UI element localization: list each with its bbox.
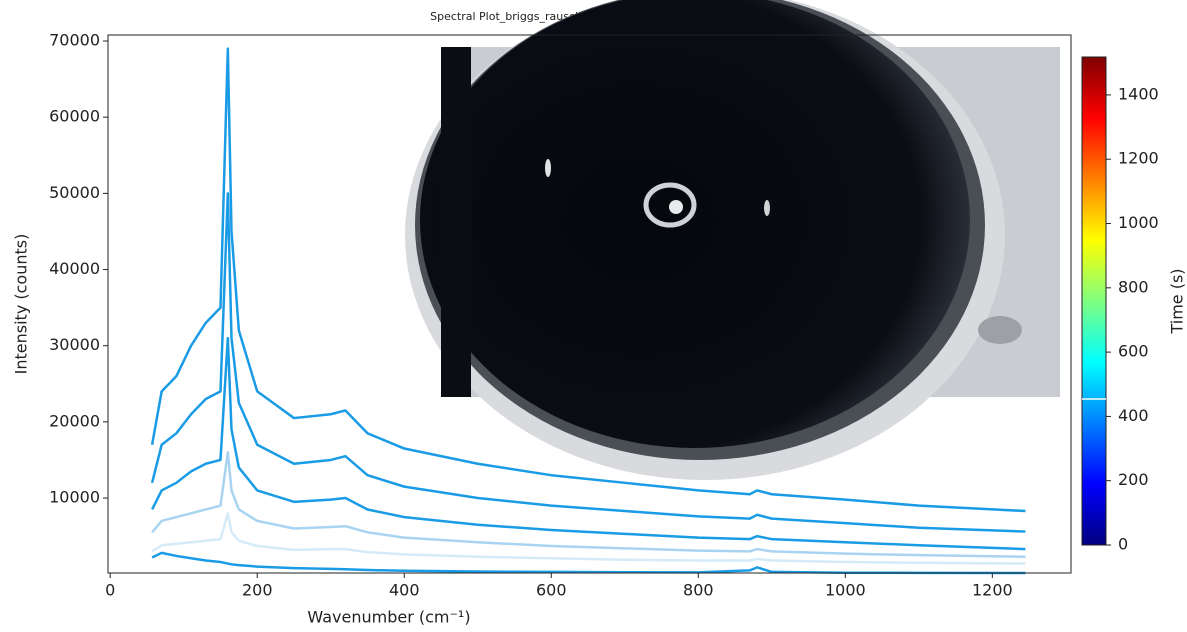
y-tick-label: 20000 bbox=[49, 411, 100, 430]
colorbar-tick-label: 800 bbox=[1118, 277, 1149, 296]
plot-frame bbox=[107, 34, 1072, 574]
colorbar-tick-label: 1400 bbox=[1118, 84, 1159, 103]
y-tick-label: 10000 bbox=[49, 488, 100, 507]
spectrum-line bbox=[151, 512, 1026, 565]
colorbar-tick-label: 0 bbox=[1118, 535, 1128, 554]
spectrum-line bbox=[150, 192, 1026, 533]
spectrum-line bbox=[150, 47, 1026, 513]
y-tick-label: 40000 bbox=[49, 259, 100, 278]
y-tick-label: 30000 bbox=[49, 335, 100, 354]
spectrum-line bbox=[151, 551, 1026, 575]
x-tick-label: 200 bbox=[242, 581, 273, 600]
colorbar-tick-label: 400 bbox=[1118, 406, 1149, 425]
colorbar bbox=[1081, 56, 1107, 546]
x-tick-label: 1000 bbox=[825, 581, 866, 600]
colorbar-tick-label: 1200 bbox=[1118, 149, 1159, 168]
colorbar-label: Time (s) bbox=[1168, 268, 1187, 334]
colorbar-tick-label: 600 bbox=[1118, 342, 1149, 361]
y-axis-label: Intensity (counts) bbox=[12, 234, 31, 375]
x-tick-label: 0 bbox=[105, 581, 115, 600]
spectrum-line bbox=[151, 451, 1026, 558]
inset-photo bbox=[405, 0, 1060, 480]
x-tick-label: 400 bbox=[389, 581, 420, 600]
x-tick-label: 1200 bbox=[972, 581, 1013, 600]
y-tick-label: 50000 bbox=[49, 183, 100, 202]
y-tick-label: 60000 bbox=[49, 107, 100, 126]
x-tick-label: 600 bbox=[536, 581, 567, 600]
spectrum-line bbox=[150, 336, 1026, 551]
x-axis-label: Wavenumber (cm⁻¹) bbox=[307, 608, 470, 627]
colorbar-tick-label: 200 bbox=[1118, 470, 1149, 489]
y-tick-label: 70000 bbox=[49, 31, 100, 50]
colorbar-tick-label: 1000 bbox=[1118, 213, 1159, 232]
x-tick-label: 800 bbox=[683, 581, 714, 600]
